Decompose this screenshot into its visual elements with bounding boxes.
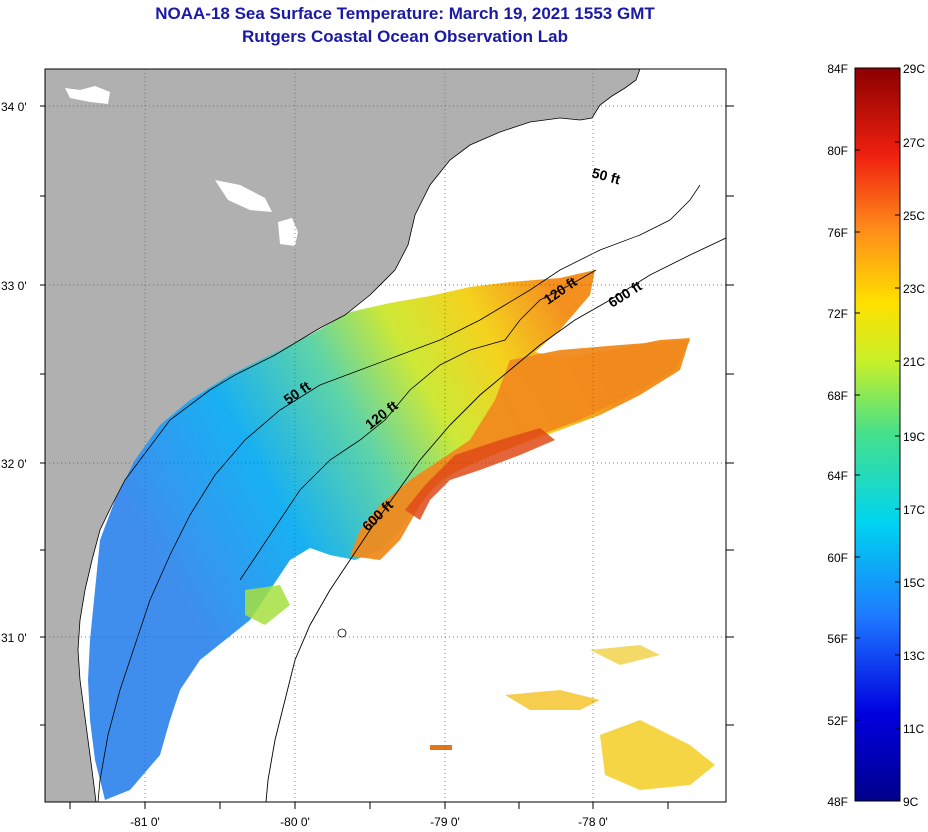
isobath-600ft bbox=[265, 237, 726, 802]
cb-f-84: 84F bbox=[827, 62, 848, 76]
label-50ft-north: 50 ft bbox=[590, 164, 622, 187]
cb-f-76: 76F bbox=[827, 226, 848, 240]
colorbar-gradient bbox=[854, 67, 901, 802]
cb-f-48: 48F bbox=[827, 795, 848, 809]
cb-c-15: 15C bbox=[903, 576, 925, 590]
cb-c-27: 27C bbox=[903, 136, 925, 150]
cb-c-25: 25C bbox=[903, 209, 925, 223]
map-frame bbox=[44, 68, 727, 803]
cloud-patch-3 bbox=[65, 86, 110, 104]
lon-label-80: -80 0' bbox=[280, 815, 310, 829]
lon-label-79: -79 0' bbox=[430, 815, 460, 829]
sst-yellow-patch-3 bbox=[590, 645, 660, 665]
cb-f-72: 72F bbox=[827, 307, 848, 321]
land-mass bbox=[45, 69, 640, 802]
cb-f-64: 64F bbox=[827, 469, 848, 483]
cb-f-80: 80F bbox=[827, 144, 848, 158]
lat-label-34: 34 0' bbox=[1, 100, 27, 114]
cloud-patch-2 bbox=[278, 218, 298, 246]
sst-yellow-patch-2 bbox=[505, 690, 600, 710]
lat-label-31: 31 0' bbox=[1, 631, 27, 645]
map-title: NOAA-18 Sea Surface Temperature: March 1… bbox=[155, 4, 655, 23]
sst-red-patch bbox=[405, 428, 555, 520]
cb-c-29: 29C bbox=[903, 62, 925, 76]
coastline bbox=[77, 69, 641, 802]
cb-c-11: 11C bbox=[903, 722, 924, 736]
cloud-patch bbox=[215, 180, 272, 212]
colorbar-ticks bbox=[855, 141, 900, 729]
sst-yellow-patch bbox=[600, 720, 715, 790]
isobath-120ft bbox=[239, 269, 597, 581]
map-subtitle: Rutgers Coastal Ocean Observation Lab bbox=[242, 27, 568, 46]
cb-c-9: 9C bbox=[903, 795, 919, 809]
isobath-50ft bbox=[97, 184, 701, 802]
sst-green-patch bbox=[245, 585, 290, 625]
lat-label-32: 32 0' bbox=[1, 457, 27, 471]
cb-f-56: 56F bbox=[827, 632, 848, 646]
cb-f-52: 52F bbox=[827, 714, 848, 728]
cb-f-60: 60F bbox=[827, 551, 848, 565]
map-panel: 50 ft 50 ft 120 ft 120 ft 600 ft 600 ft bbox=[45, 69, 726, 802]
lon-label-78: -78 0' bbox=[578, 815, 608, 829]
graticule bbox=[45, 69, 726, 802]
cb-c-19: 19C bbox=[903, 430, 925, 444]
colorbar: 84F 80F 76F 72F 68F 64F 60F 56F 52F 48F … bbox=[827, 62, 925, 809]
lon-label-81: -81 0' bbox=[130, 815, 160, 829]
cb-c-13: 13C bbox=[903, 649, 925, 663]
cb-c-21: 21C bbox=[903, 355, 925, 369]
lat-label-33: 33 0' bbox=[1, 279, 27, 293]
sst-orange-speck bbox=[430, 745, 452, 750]
cb-c-17: 17C bbox=[903, 503, 925, 517]
sst-warm-patch bbox=[350, 340, 690, 560]
map-ticks bbox=[40, 105, 734, 809]
cb-f-68: 68F bbox=[827, 389, 848, 403]
cb-c-23: 23C bbox=[903, 282, 925, 296]
